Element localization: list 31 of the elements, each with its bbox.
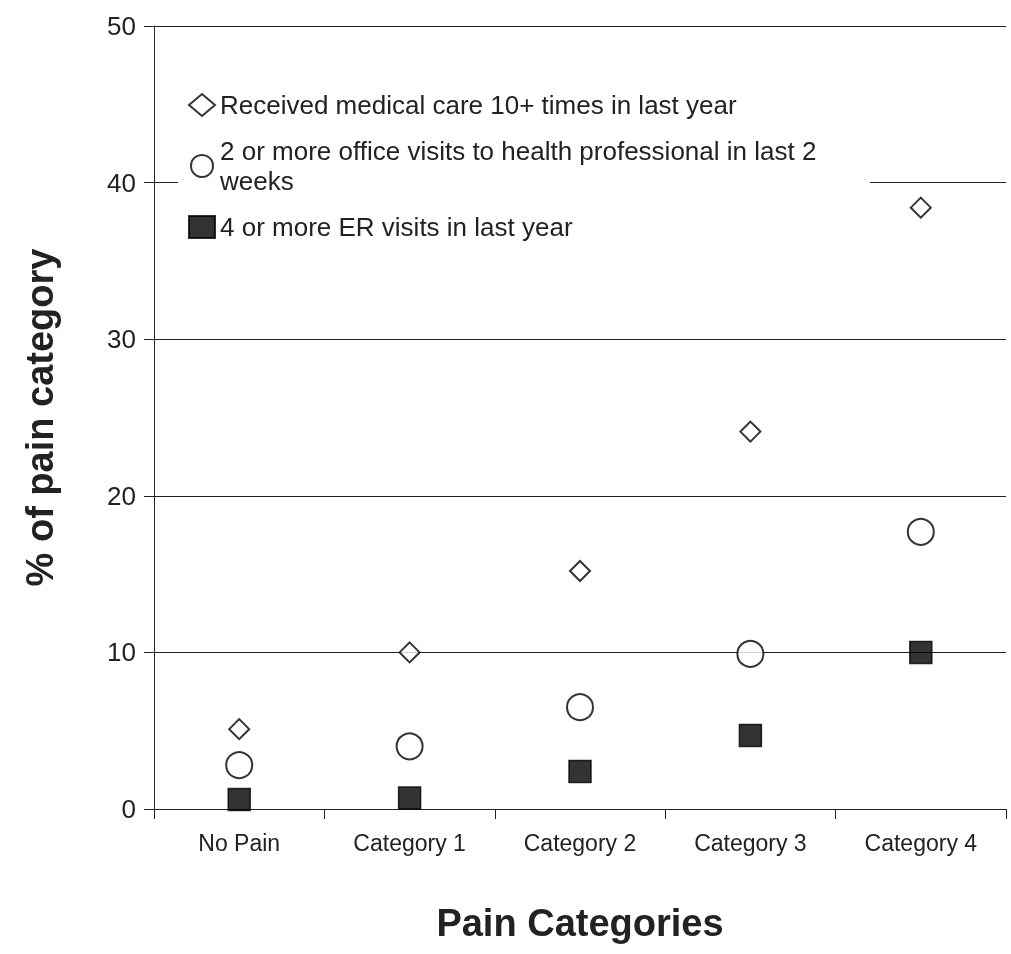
y-axis-title: % of pain category [19, 248, 61, 587]
x-tick-label: Category 3 [694, 829, 807, 856]
legend-label: 2 or more office visits to health professional in last 2 weeks [219, 136, 824, 196]
y-tick-label: 10 [107, 637, 136, 668]
point [569, 559, 591, 582]
point [225, 751, 254, 780]
x-tick-label: Category 4 [864, 829, 978, 856]
x-tick-label: Category 2 [523, 829, 637, 856]
point [398, 641, 421, 664]
y-tick-label: 0 [121, 794, 136, 824]
point [906, 517, 935, 546]
point [909, 640, 933, 665]
x-tick-label: Category 1 [353, 829, 466, 856]
point [566, 693, 594, 722]
point [909, 196, 932, 219]
point [228, 718, 251, 741]
legend-label: 4 or more ER visits in last year [220, 212, 573, 242]
x-tick-label: No Pain [198, 829, 281, 856]
point [568, 759, 592, 784]
point [227, 787, 251, 812]
point [395, 732, 424, 761]
point [738, 723, 763, 748]
y-tick-label: 30 [107, 324, 136, 355]
point [739, 420, 762, 443]
y-tick-label: 20 [107, 480, 136, 511]
x-axis-title: Pain Categories [436, 902, 724, 944]
legend-label: Received medical care 10+ times in last year [220, 90, 737, 120]
point [736, 639, 765, 668]
y-tick-label: 40 [107, 167, 136, 198]
point [397, 786, 422, 810]
y-tick-label: 50 [107, 11, 136, 41]
